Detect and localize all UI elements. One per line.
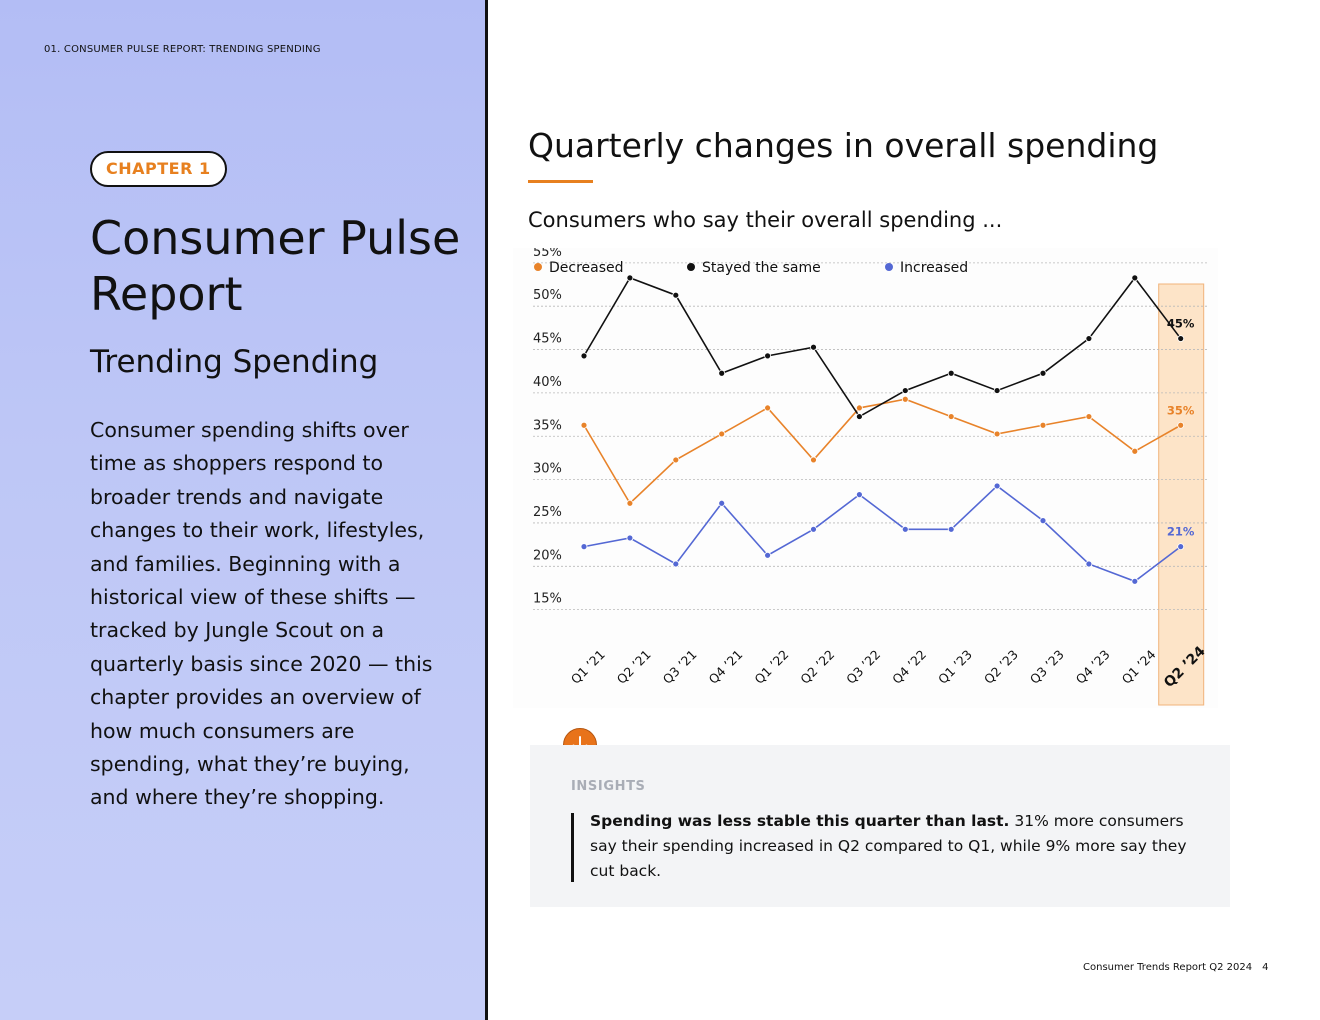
data-point bbox=[1085, 560, 1093, 568]
data-point bbox=[764, 404, 772, 412]
y-tick-label: 25% bbox=[533, 505, 562, 520]
data-point bbox=[626, 499, 634, 507]
legend-label: Decreased bbox=[549, 260, 624, 276]
data-point bbox=[810, 343, 817, 351]
panel-divider bbox=[485, 0, 488, 1020]
data-point bbox=[1085, 413, 1093, 420]
data-point bbox=[1177, 543, 1185, 551]
data-point bbox=[1177, 335, 1185, 342]
y-tick-label: 45% bbox=[533, 332, 562, 347]
data-point bbox=[626, 274, 634, 282]
chart-subtitle: Consumers who say their overall spending… bbox=[528, 208, 1003, 232]
legend-marker bbox=[885, 263, 893, 271]
series-line bbox=[583, 484, 1182, 583]
data-point bbox=[1085, 335, 1093, 342]
data-point bbox=[764, 352, 772, 360]
legend-label: Stayed the same bbox=[702, 260, 821, 276]
data-point bbox=[810, 525, 817, 533]
data-point bbox=[993, 430, 1001, 438]
data-point bbox=[718, 430, 726, 438]
report-subtitle: Trending Spending bbox=[90, 344, 379, 380]
data-point bbox=[718, 499, 726, 507]
breadcrumb: 01. CONSUMER PULSE REPORT: TRENDING SPEN… bbox=[44, 44, 321, 55]
data-point bbox=[901, 395, 909, 403]
data-point bbox=[901, 387, 909, 394]
end-value-label: 21% bbox=[1167, 525, 1195, 539]
data-point bbox=[764, 551, 772, 559]
legend-label: Increased bbox=[900, 260, 968, 276]
insights-headline: Spending was less stable this quarter th… bbox=[590, 812, 1010, 830]
data-point bbox=[1177, 421, 1185, 429]
end-value-label: 45% bbox=[1167, 317, 1195, 331]
y-tick-label: 20% bbox=[533, 548, 562, 563]
data-point bbox=[718, 369, 726, 377]
legend-marker bbox=[687, 263, 695, 271]
data-point bbox=[1039, 369, 1047, 377]
data-point bbox=[626, 534, 634, 542]
footer: Consumer Trends Report Q2 2024 4 bbox=[1083, 962, 1269, 973]
footer-report-name: Consumer Trends Report Q2 2024 bbox=[1083, 962, 1253, 973]
chart-background bbox=[513, 248, 1218, 708]
data-point bbox=[1131, 274, 1139, 282]
data-point bbox=[672, 456, 680, 464]
highlight-band bbox=[1158, 283, 1205, 706]
data-point bbox=[580, 352, 588, 360]
data-point bbox=[580, 543, 588, 551]
data-point bbox=[672, 291, 680, 299]
y-tick-label: 15% bbox=[533, 592, 562, 607]
title-underline bbox=[528, 180, 593, 183]
page-number: 4 bbox=[1262, 962, 1269, 973]
chapter-description: Consumer spending shifts over time as sh… bbox=[90, 418, 433, 810]
data-point bbox=[855, 413, 863, 420]
end-value-label: 35% bbox=[1167, 403, 1195, 417]
data-point bbox=[1039, 517, 1047, 525]
chart-title: Quarterly changes in overall spending bbox=[528, 126, 1159, 165]
data-point bbox=[947, 369, 955, 377]
data-point bbox=[855, 491, 863, 499]
insights-quote-bar bbox=[571, 813, 574, 882]
insights-label: INSIGHTS bbox=[571, 779, 646, 794]
data-point bbox=[947, 525, 955, 533]
data-point bbox=[947, 413, 955, 420]
y-tick-label: 55% bbox=[533, 248, 562, 260]
data-point bbox=[901, 525, 909, 533]
left-panel: 01. CONSUMER PULSE REPORT: TRENDING SPEN… bbox=[0, 0, 485, 1020]
data-point bbox=[1131, 447, 1139, 455]
report-title: Consumer Pulse Report bbox=[90, 211, 461, 321]
data-point bbox=[855, 404, 863, 412]
y-tick-label: 40% bbox=[533, 375, 562, 390]
y-tick-label: 35% bbox=[533, 418, 562, 433]
data-point bbox=[580, 421, 588, 429]
data-point bbox=[1131, 577, 1139, 585]
data-point bbox=[672, 560, 680, 568]
data-point bbox=[1039, 421, 1047, 429]
legend-marker bbox=[534, 263, 542, 271]
series-line bbox=[583, 276, 1182, 418]
chapter-badge: CHAPTER 1 bbox=[90, 151, 227, 187]
insights-text: Spending was less stable this quarter th… bbox=[590, 809, 1200, 884]
data-point bbox=[810, 456, 817, 464]
data-point bbox=[993, 482, 1001, 490]
insights-body: 31% more consumers say their spending in… bbox=[590, 812, 1187, 880]
y-tick-label: 50% bbox=[533, 288, 562, 303]
insights-panel: INSIGHTS Spending was less stable this q… bbox=[530, 745, 1230, 907]
y-tick-label: 30% bbox=[533, 462, 562, 477]
spending-line-chart: 55% 50% 45% 40% 35% 30% 25% 20% 15% Decreased Stay… bbox=[513, 248, 1218, 708]
data-point bbox=[993, 387, 1001, 394]
